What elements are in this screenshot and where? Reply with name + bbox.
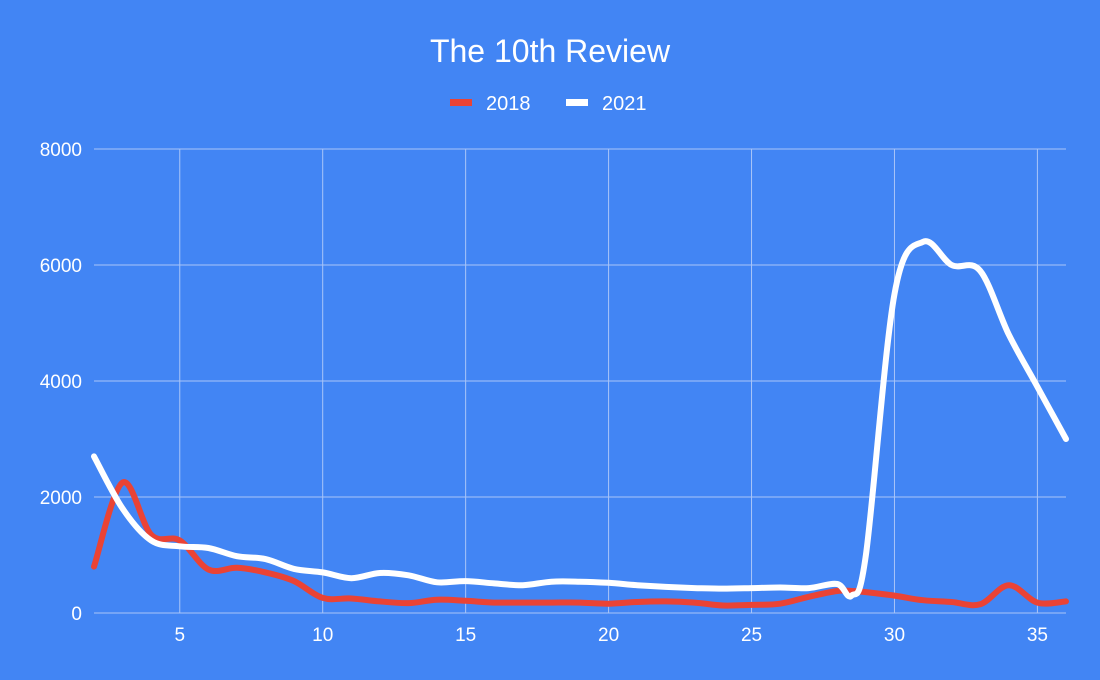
y-tick-label: 8000 [40,140,82,161]
y-axis-ticks: 0 2000 4000 6000 8000 [40,140,82,625]
series-lines [91,238,1069,609]
legend-swatch-2021 [566,99,588,106]
gridlines [94,148,1066,614]
x-tick-label: 30 [884,625,905,646]
x-tick-label: 25 [741,625,762,646]
x-tick-label: 10 [312,625,333,646]
x-tick-label: 5 [174,625,185,646]
legend-swatch-2018 [450,99,472,106]
x-tick-label: 35 [1027,625,1048,646]
legend-label-2021: 2021 [602,93,647,115]
series-line-2021 [91,238,1069,600]
x-axis-ticks: 5 10 15 20 25 30 35 [174,625,1048,646]
y-tick-label: 4000 [40,372,82,393]
y-tick-label: 6000 [40,256,82,277]
x-tick-label: 15 [455,625,476,646]
series-line-2018 [91,479,1069,609]
y-tick-label: 0 [71,604,82,625]
legend-label-2018: 2018 [486,93,531,115]
chart-title: The 10th Review [430,33,671,69]
y-tick-label: 2000 [40,488,82,509]
x-tick-label: 20 [598,625,619,646]
legend: 2018 2021 [450,93,647,115]
